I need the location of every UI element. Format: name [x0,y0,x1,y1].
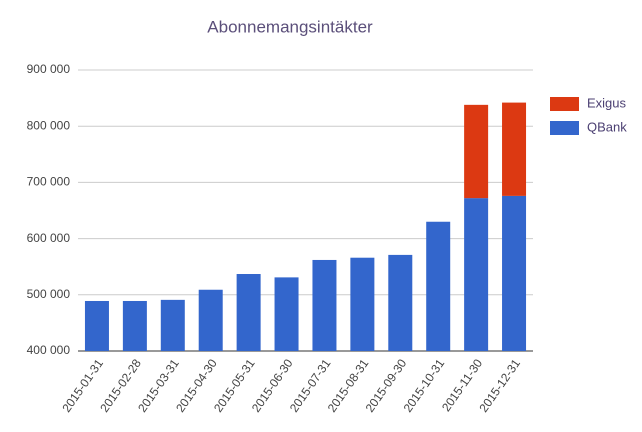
bar [464,198,489,351]
y-tick-label: 700 000 [27,175,71,189]
chart-title: Abonnemangsintäkter [207,17,373,36]
bar [426,221,451,351]
bar [84,300,109,351]
legend-label: Exigus [587,95,627,110]
legend-swatch [550,97,579,111]
bar [274,277,299,351]
y-tick-label: 900 000 [27,62,71,76]
bar [464,104,489,199]
y-tick-label: 800 000 [27,118,71,132]
bar [312,259,337,351]
bar [198,289,223,351]
legend-label: QBank [587,119,627,134]
bar [236,274,261,351]
y-tick-label: 500 000 [27,287,71,301]
y-tick-label: 400 000 [27,343,71,357]
bar [160,299,185,351]
bar [388,254,413,351]
bar [122,300,147,351]
bar [350,257,375,351]
bar [502,102,527,196]
y-tick-label: 600 000 [27,231,71,245]
bar [502,195,527,351]
legend-swatch [550,121,579,135]
